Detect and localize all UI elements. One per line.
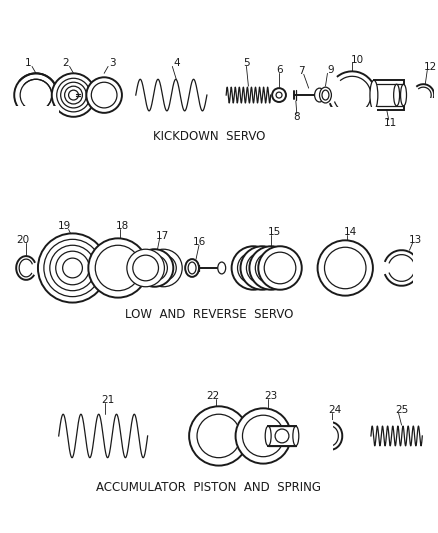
Ellipse shape bbox=[218, 262, 226, 274]
Circle shape bbox=[50, 245, 95, 290]
Circle shape bbox=[264, 252, 296, 284]
Circle shape bbox=[142, 255, 167, 281]
Circle shape bbox=[318, 240, 373, 296]
Circle shape bbox=[151, 255, 176, 281]
Ellipse shape bbox=[265, 426, 271, 446]
Text: 21: 21 bbox=[102, 395, 115, 406]
Text: 18: 18 bbox=[117, 222, 130, 231]
Ellipse shape bbox=[322, 90, 329, 100]
Circle shape bbox=[52, 74, 95, 117]
Ellipse shape bbox=[188, 262, 196, 274]
Text: 10: 10 bbox=[350, 54, 364, 64]
Text: 19: 19 bbox=[58, 222, 71, 231]
Bar bbox=[328, 107, 377, 121]
Circle shape bbox=[240, 246, 284, 290]
Text: 24: 24 bbox=[329, 405, 342, 415]
Text: 22: 22 bbox=[206, 391, 219, 401]
Ellipse shape bbox=[293, 426, 299, 446]
Circle shape bbox=[69, 90, 78, 100]
Circle shape bbox=[56, 251, 89, 285]
Text: 6: 6 bbox=[277, 66, 283, 75]
Text: 25: 25 bbox=[395, 405, 408, 415]
Text: 5: 5 bbox=[243, 59, 250, 68]
Circle shape bbox=[325, 247, 366, 289]
Circle shape bbox=[57, 78, 90, 112]
Ellipse shape bbox=[370, 80, 378, 110]
Bar bbox=[268, 426, 296, 446]
Circle shape bbox=[61, 82, 86, 108]
Ellipse shape bbox=[394, 84, 399, 106]
Text: 7: 7 bbox=[298, 66, 305, 76]
Text: 8: 8 bbox=[293, 112, 300, 122]
Text: 23: 23 bbox=[265, 391, 278, 401]
Circle shape bbox=[63, 258, 82, 278]
Circle shape bbox=[232, 246, 275, 290]
Circle shape bbox=[95, 245, 141, 290]
Circle shape bbox=[197, 414, 240, 458]
Circle shape bbox=[88, 238, 148, 297]
Circle shape bbox=[276, 92, 282, 98]
Text: 15: 15 bbox=[268, 228, 281, 237]
Bar bbox=[411, 98, 435, 108]
Circle shape bbox=[243, 415, 284, 457]
Text: 11: 11 bbox=[384, 118, 397, 128]
Bar bbox=[13, 106, 59, 118]
Text: 20: 20 bbox=[17, 235, 30, 245]
Circle shape bbox=[189, 406, 248, 466]
Text: 12: 12 bbox=[424, 62, 437, 72]
Bar bbox=[374, 80, 403, 110]
Text: ACCUMULATOR  PISTON  AND  SPRING: ACCUMULATOR PISTON AND SPRING bbox=[96, 481, 321, 494]
Text: 3: 3 bbox=[109, 59, 115, 68]
Circle shape bbox=[133, 255, 159, 281]
Ellipse shape bbox=[320, 87, 332, 103]
Circle shape bbox=[236, 408, 291, 464]
Circle shape bbox=[237, 252, 269, 284]
Text: 14: 14 bbox=[343, 228, 357, 237]
Circle shape bbox=[249, 246, 293, 290]
Circle shape bbox=[275, 429, 289, 443]
Circle shape bbox=[136, 249, 173, 287]
Bar bbox=[413, 248, 433, 288]
Circle shape bbox=[272, 88, 286, 102]
Circle shape bbox=[65, 86, 82, 104]
Ellipse shape bbox=[185, 259, 199, 277]
Circle shape bbox=[127, 249, 164, 287]
Text: LOW  AND  REVERSE  SERVO: LOW AND REVERSE SERVO bbox=[125, 308, 293, 321]
Ellipse shape bbox=[314, 88, 325, 102]
Circle shape bbox=[258, 246, 302, 290]
Ellipse shape bbox=[401, 84, 406, 106]
Text: 16: 16 bbox=[192, 237, 205, 247]
Circle shape bbox=[91, 82, 117, 108]
Circle shape bbox=[145, 249, 182, 287]
Text: 4: 4 bbox=[173, 59, 180, 68]
Circle shape bbox=[86, 77, 122, 113]
Circle shape bbox=[38, 233, 107, 303]
Circle shape bbox=[44, 239, 101, 297]
Text: 13: 13 bbox=[409, 235, 422, 245]
Bar bbox=[318, 420, 333, 452]
Text: 17: 17 bbox=[156, 231, 169, 241]
Circle shape bbox=[247, 252, 278, 284]
Circle shape bbox=[255, 252, 287, 284]
Text: KICKDOWN  SERVO: KICKDOWN SERVO bbox=[153, 130, 265, 143]
Text: 2: 2 bbox=[62, 59, 69, 68]
Text: 1: 1 bbox=[25, 59, 32, 68]
Text: 9: 9 bbox=[327, 66, 334, 75]
